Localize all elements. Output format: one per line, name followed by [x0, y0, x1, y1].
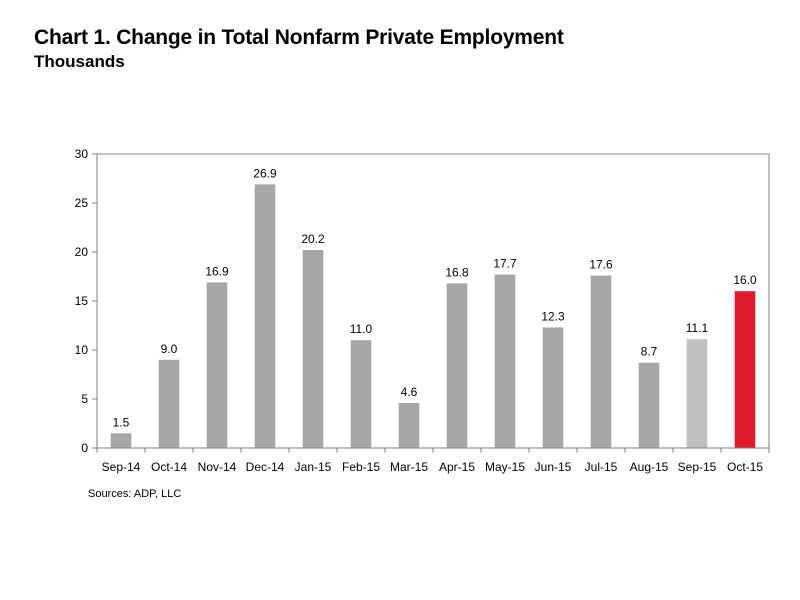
bar-value-label: 1.5: [113, 415, 130, 429]
bars-group: [110, 184, 756, 448]
bar-aug-15: [638, 362, 660, 448]
bar-value-label: 17.7: [493, 257, 517, 271]
bar-sep-14: [110, 433, 132, 448]
bar-dec-14: [254, 184, 276, 448]
bar-value-label: 8.7: [641, 345, 658, 359]
bar-oct-15: [734, 291, 756, 448]
value-labels-group: 1.5 9.0 16.9 26.9 20.2 11.0 4.6 16.8 17.7 12.3 17.…: [113, 166, 757, 429]
bar-value-label: 11.0: [350, 322, 373, 336]
x-tick-label: Nov-14: [198, 460, 237, 474]
bar-value-label: 9.0: [161, 342, 178, 356]
x-tick-label: Apr-15: [439, 460, 475, 474]
x-tick-label: May-15: [485, 460, 525, 474]
y-tick-label: 10: [75, 343, 89, 357]
bar-jun-15: [542, 327, 564, 448]
x-tick-label: Oct-15: [727, 460, 763, 474]
bar-value-label: 11.1: [686, 321, 709, 335]
x-axis-ticks: Sep-14 Oct-14 Nov-14 Dec-14 Jan-15 Feb-15 Mar-…: [96, 448, 770, 474]
bar-nov-14: [206, 282, 228, 448]
y-tick-label: 25: [75, 196, 89, 210]
plot-frame: [96, 153, 770, 449]
x-tick-label: Jun-15: [535, 460, 572, 474]
bar-mar-15: [398, 402, 420, 448]
chart-title: Chart 1. Change in Total Nonfarm Private…: [34, 26, 564, 49]
x-tick-label: Mar-15: [390, 460, 428, 474]
bar-value-label: 26.9: [253, 166, 277, 180]
bar-oct-14: [158, 359, 180, 448]
y-axis-ticks: 0 5 10 15 20 25 30: [75, 147, 97, 455]
bar-value-label: 12.3: [541, 309, 565, 323]
x-tick-label: Dec-14: [246, 460, 285, 474]
bar-value-label: 17.6: [589, 258, 613, 272]
y-tick-label: 15: [75, 294, 89, 308]
bar-value-label: 16.0: [733, 273, 757, 287]
x-tick-label: Sep-14: [102, 460, 141, 474]
y-tick-label: 5: [81, 392, 88, 406]
bar-value-label: 16.9: [205, 264, 229, 278]
bar-value-label: 20.2: [301, 232, 325, 246]
x-tick-label: Aug-15: [630, 460, 669, 474]
bar-may-15: [494, 274, 516, 448]
chart-subtitle: Thousands: [34, 52, 125, 71]
y-tick-label: 20: [75, 245, 89, 259]
bar-sep-15: [686, 339, 708, 448]
x-tick-label: Oct-14: [151, 460, 187, 474]
bar-value-label: 4.6: [401, 385, 418, 399]
x-tick-label: Sep-15: [678, 460, 717, 474]
x-tick-label: Jul-15: [585, 460, 618, 474]
bar-jul-15: [590, 275, 612, 448]
bar-value-label: 16.8: [445, 265, 469, 279]
x-tick-label: Jan-15: [295, 460, 332, 474]
bar-jan-15: [302, 250, 324, 448]
x-tick-label: Feb-15: [342, 460, 380, 474]
y-tick-label: 0: [81, 441, 88, 455]
y-tick-label: 30: [75, 147, 89, 161]
bar-feb-15: [350, 340, 372, 448]
bar-apr-15: [446, 283, 468, 448]
axes-group: [96, 153, 770, 449]
source-note: Sources: ADP, LLC: [88, 488, 182, 500]
